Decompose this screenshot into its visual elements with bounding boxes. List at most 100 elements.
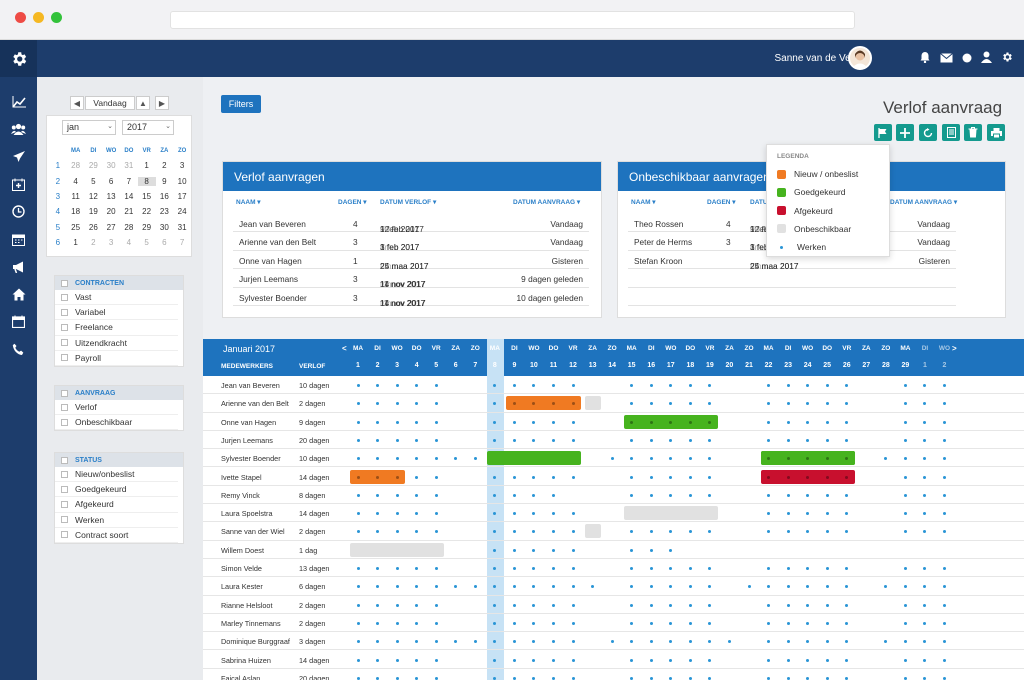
filter-item-status[interactable]: Afgekeurd — [55, 497, 178, 513]
week-number[interactable]: 4 — [55, 207, 61, 217]
week-number[interactable]: 2 — [55, 176, 61, 186]
calendar-day[interactable]: 2 — [162, 161, 167, 171]
date-label[interactable]: 1 — [922, 362, 927, 369]
today-button[interactable]: Vandaag — [85, 96, 135, 110]
calendar-day[interactable]: 5 — [91, 176, 96, 186]
bell-icon[interactable] — [919, 50, 931, 68]
calendar-day[interactable]: 30 — [106, 161, 116, 171]
calendar-day[interactable]: 12 — [88, 192, 98, 202]
date-label[interactable]: 14 — [608, 362, 617, 369]
leave-bar[interactable] — [623, 414, 718, 429]
filter-item-contracten[interactable]: Freelance — [55, 320, 178, 336]
calendar-day[interactable]: 26 — [88, 222, 98, 232]
date-label[interactable]: 13 — [588, 362, 597, 369]
planner-row[interactable]: Sylvester Boender 10 dagen — [203, 449, 1024, 468]
calendar-day[interactable]: 2 — [91, 237, 96, 247]
flag-button[interactable] — [874, 124, 892, 141]
leave-bar[interactable] — [486, 451, 582, 466]
checkbox[interactable] — [61, 354, 68, 362]
leave-bar[interactable] — [506, 396, 582, 411]
col-dagen[interactable]: DAGEN ▾ — [707, 199, 736, 206]
calendar-day[interactable]: 16 — [159, 192, 169, 202]
filter-item-status[interactable]: Contract soort — [55, 528, 178, 543]
filter-item-status[interactable]: Werken — [55, 513, 178, 528]
plane-icon[interactable] — [0, 143, 37, 171]
col-dagen[interactable]: DAGEN ▾ — [338, 199, 367, 206]
date-label[interactable]: 5 — [434, 362, 439, 369]
address-bar[interactable] — [170, 11, 855, 29]
leave-bar[interactable] — [623, 506, 718, 521]
month-select[interactable]: jan ⌄ — [62, 120, 116, 135]
calendar-day[interactable]: 3 — [108, 237, 114, 247]
minimize-window-dot[interactable] — [33, 12, 44, 23]
planner-row[interactable]: Onne van Hagen 9 dagen — [203, 413, 1024, 431]
date-label[interactable]: 28 — [881, 362, 890, 369]
filter-item-aanvraag[interactable]: Verlof — [55, 400, 178, 416]
planner-row[interactable]: Sanne van der Wiel 2 dagen — [203, 522, 1024, 541]
calendar-day[interactable]: 8 — [137, 176, 156, 186]
date-label[interactable]: 2 — [942, 362, 947, 369]
add-button[interactable] — [896, 124, 914, 141]
table-row[interactable]: Jean van Beveren 4 9 feb 2017 t/m 12 feb 2… — [233, 214, 589, 234]
filter-item-aanvraag[interactable]: Onbeschikbaar — [55, 415, 178, 431]
planner-row[interactable]: Dominique Burggraaf 3 dagen — [203, 632, 1024, 651]
calendar-month-icon[interactable] — [0, 308, 37, 336]
calendar-day[interactable]: 7 — [126, 176, 132, 186]
planner-row[interactable]: Arienne van den Belt 2 dagen — [203, 394, 1024, 413]
maximize-window-dot[interactable] — [51, 12, 62, 23]
chart-icon[interactable] — [0, 88, 37, 116]
date-label[interactable]: 9 — [512, 362, 517, 369]
planner-next-button[interactable]: > — [952, 344, 957, 353]
status-dot-icon[interactable] — [962, 50, 972, 68]
calendar-day[interactable]: 24 — [177, 207, 187, 217]
avatar[interactable] — [848, 46, 872, 70]
calendar-day[interactable]: 4 — [73, 176, 78, 186]
print-button[interactable] — [987, 124, 1005, 141]
col-datum-aanvraag[interactable]: DATUM AANVRAAG ▾ — [513, 199, 581, 206]
checkbox[interactable] — [61, 339, 68, 347]
date-label[interactable]: 21 — [745, 362, 753, 369]
date-label[interactable]: 4 — [414, 362, 419, 369]
calendar-day[interactable]: 10 — [177, 176, 187, 186]
planner-prev-button[interactable]: < — [342, 344, 347, 353]
date-label[interactable]: 1 — [356, 362, 360, 369]
calendar-day[interactable]: 21 — [124, 207, 134, 217]
document-button[interactable] — [942, 124, 960, 141]
planner-row[interactable]: Laura Spoelstra 14 dagen — [203, 504, 1024, 523]
calendar-day[interactable]: 19 — [88, 207, 98, 217]
app-logo-gear-icon[interactable] — [0, 40, 37, 77]
calendar-day[interactable]: 1 — [144, 161, 149, 171]
date-label[interactable]: 7 — [473, 362, 478, 369]
calendar-day[interactable]: 3 — [179, 161, 185, 171]
calendar-day[interactable]: 28 — [124, 222, 134, 232]
date-label[interactable]: 29 — [901, 362, 910, 369]
calendar-day[interactable]: 4 — [126, 237, 132, 247]
week-number[interactable]: 3 — [55, 192, 61, 202]
date-label[interactable]: 2 — [375, 362, 380, 369]
date-label[interactable]: 22 — [764, 362, 773, 369]
calendar-day[interactable]: 17 — [177, 192, 187, 202]
planner-row[interactable]: Willem Doest 1 dag — [203, 541, 1024, 559]
date-label[interactable]: 23 — [784, 362, 792, 369]
date-label[interactable]: 3 — [395, 362, 400, 369]
mail-icon[interactable] — [939, 50, 953, 68]
checkbox[interactable] — [61, 516, 68, 524]
calendar-day[interactable]: 15 — [142, 192, 152, 202]
calendar-day[interactable]: 11 — [71, 192, 80, 202]
calendar-day[interactable]: 20 — [106, 207, 116, 217]
filters-button[interactable]: Filters — [221, 95, 261, 113]
planner-row[interactable]: Marley Tinnemans 2 dagen — [203, 614, 1024, 633]
calendar-icon[interactable] — [0, 226, 37, 254]
checkbox[interactable] — [61, 323, 68, 331]
date-label[interactable]: 20 — [725, 362, 734, 369]
calendar-day[interactable]: 14 — [124, 192, 134, 202]
filter-item-contracten[interactable]: Vast — [55, 290, 178, 306]
col-datum-aanvraag[interactable]: DATUM AANVRAAG ▾ — [890, 199, 958, 206]
checkbox[interactable] — [61, 456, 68, 464]
calendar-day[interactable]: 31 — [177, 222, 187, 232]
calendar-day[interactable]: 25 — [71, 222, 81, 232]
checkbox[interactable] — [61, 531, 68, 539]
date-label[interactable]: 10 — [530, 362, 538, 369]
planner-row[interactable]: Remy Vinck 8 dagen — [203, 486, 1024, 505]
calendar-prev-button[interactable]: ◀ — [70, 96, 84, 110]
